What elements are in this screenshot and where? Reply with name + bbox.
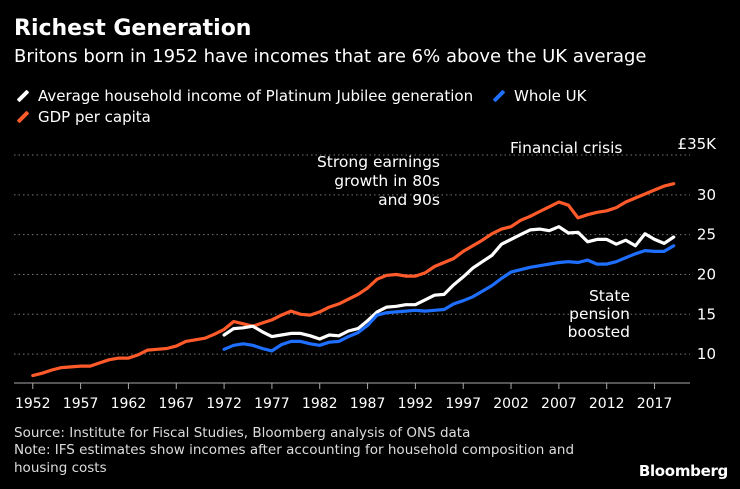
chart-subtitle: Britons born in 1952 have incomes that a… [14, 46, 647, 67]
y-tick-label: £35K [678, 135, 718, 153]
x-tick-label: 1957 [63, 396, 99, 412]
y-tick-label: 30 [697, 186, 716, 204]
series-line-generation [222, 225, 676, 341]
x-tick-label: 1962 [111, 396, 147, 412]
annotation-earnings-line-3: and 90s [378, 191, 440, 209]
series-line-gdp [31, 182, 676, 378]
legend-label-gdp: GDP per capita [38, 108, 151, 126]
series-line-whole_uk [222, 244, 676, 353]
footnote-line-1: Note: IFS estimates show incomes after a… [14, 442, 575, 458]
x-tick-label: 2002 [493, 396, 529, 412]
legend-item-generation: Average household income of Platinum Jub… [16, 87, 473, 105]
x-tick-label: 1972 [206, 396, 242, 412]
x-tick-label: 2007 [541, 396, 577, 412]
y-tick-label: 20 [697, 265, 716, 283]
x-tick-label: 1997 [445, 396, 481, 412]
annotation-pension-line-1: State [589, 287, 630, 305]
source-note: Source: Institute for Fiscal Studies, Bl… [14, 425, 471, 441]
y-tick-label: 15 [697, 305, 716, 323]
x-tick-label: 1977 [254, 396, 290, 412]
y-tick-label: 25 [697, 226, 716, 244]
legend-label-whole-uk: Whole UK [514, 87, 587, 105]
bloomberg-logo: Bloomberg [638, 462, 728, 480]
x-tick-label: 1952 [15, 396, 51, 412]
annotation-earnings-line-2: growth in 80s [334, 172, 440, 190]
legend-label-generation: Average household income of Platinum Jub… [38, 87, 474, 105]
legend-item-whole-uk: Whole UK [492, 87, 587, 105]
annotation-earnings-line-1: Strong earnings [317, 153, 440, 171]
legend-item-gdp: GDP per capita [16, 108, 151, 126]
x-tick-label: 2012 [589, 396, 625, 412]
x-tick-label: 1967 [158, 396, 194, 412]
footnote-line-2: housing costs [14, 460, 107, 476]
x-tick-label: 1982 [302, 396, 338, 412]
x-tick-label: 2017 [637, 396, 673, 412]
x-tick-label: 1987 [350, 396, 386, 412]
x-tick-label: 1992 [398, 396, 434, 412]
chart-title: Richest Generation [14, 16, 252, 41]
annotation-pension-line-3: boosted [568, 323, 630, 341]
annotation-pension-line-2: pension [569, 305, 630, 323]
annotation-crisis-line-1: Financial crisis [510, 139, 622, 157]
y-tick-label: 10 [697, 345, 716, 363]
